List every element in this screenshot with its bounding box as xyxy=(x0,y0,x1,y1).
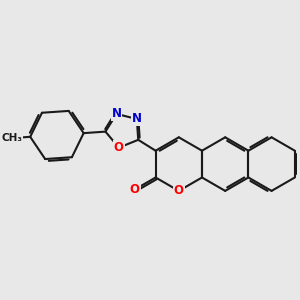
Text: CH₃: CH₃ xyxy=(2,133,22,143)
Text: O: O xyxy=(174,184,184,197)
Text: N: N xyxy=(132,112,142,125)
Text: N: N xyxy=(112,107,122,120)
Text: O: O xyxy=(130,183,140,196)
Text: O: O xyxy=(114,141,124,154)
